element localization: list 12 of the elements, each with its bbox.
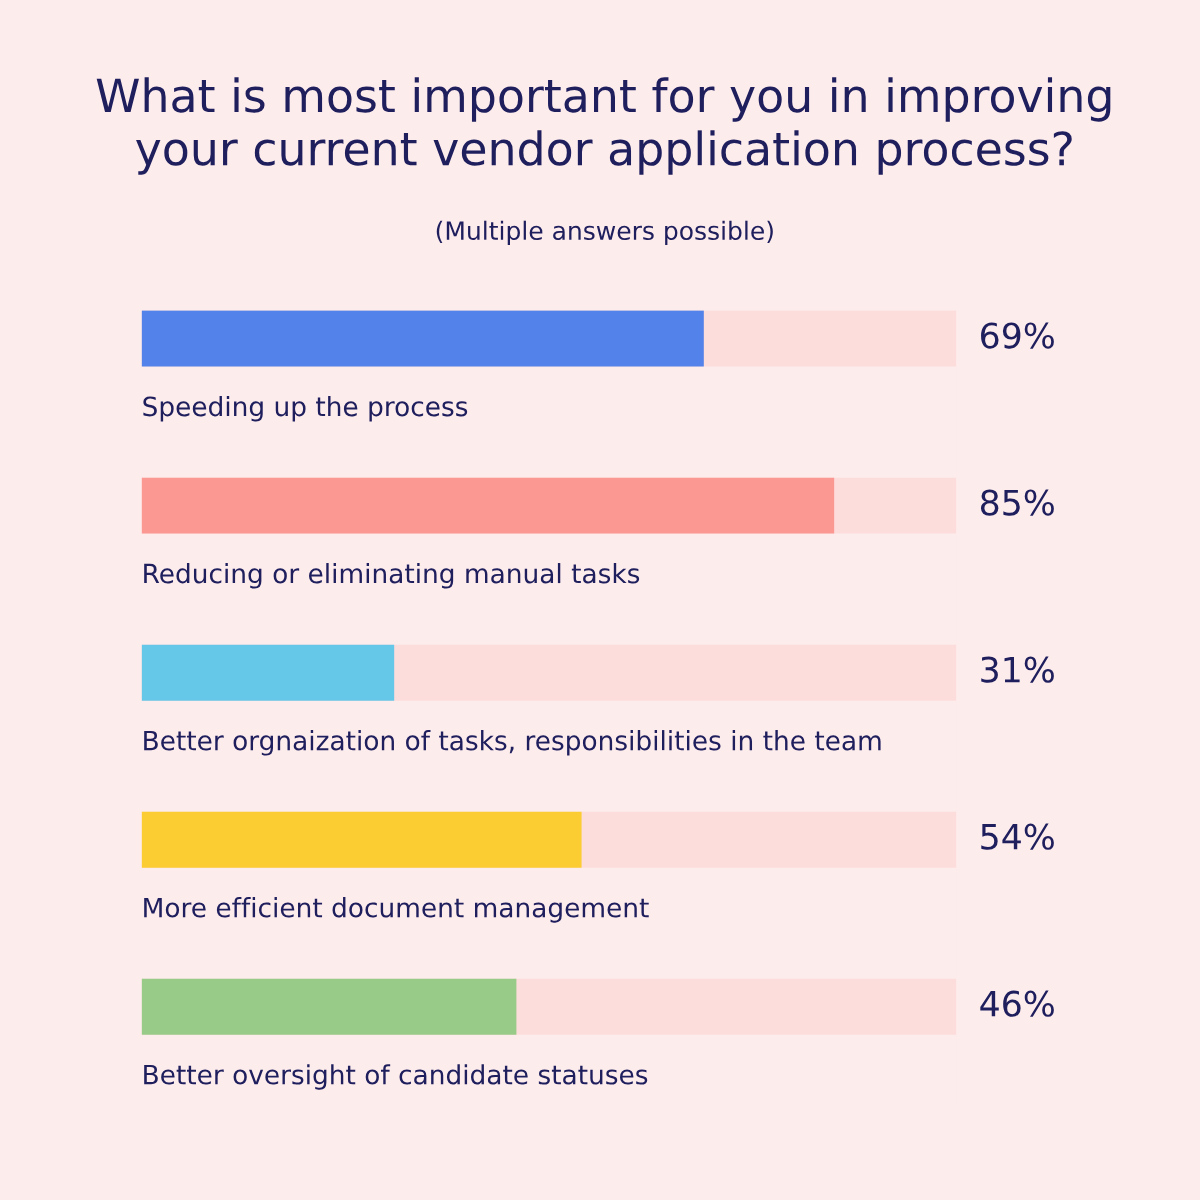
chart-subtitle: (Multiple answers possible): [436, 220, 773, 245]
data-label: 54%: [981, 823, 1054, 850]
y-tick-label: Better oversight of candidate statuses: [144, 1064, 648, 1090]
y-tick-label: More efficient document management: [144, 897, 649, 923]
chart-title: What is most important for you in improving your current vendor application process?: [96, 77, 1111, 175]
data-label: 85%: [980, 489, 1054, 516]
data-label: 31%: [981, 656, 1054, 683]
y-tick-label: Reducing or eliminating manual tasks: [144, 563, 640, 589]
data-label: 46%: [980, 990, 1054, 1017]
y-tick-label: Speeding up the process: [143, 395, 468, 422]
y-tick-label: Better orgnaization of tasks, responsibilities in the team: [144, 730, 881, 756]
data-label: 69%: [981, 322, 1054, 349]
